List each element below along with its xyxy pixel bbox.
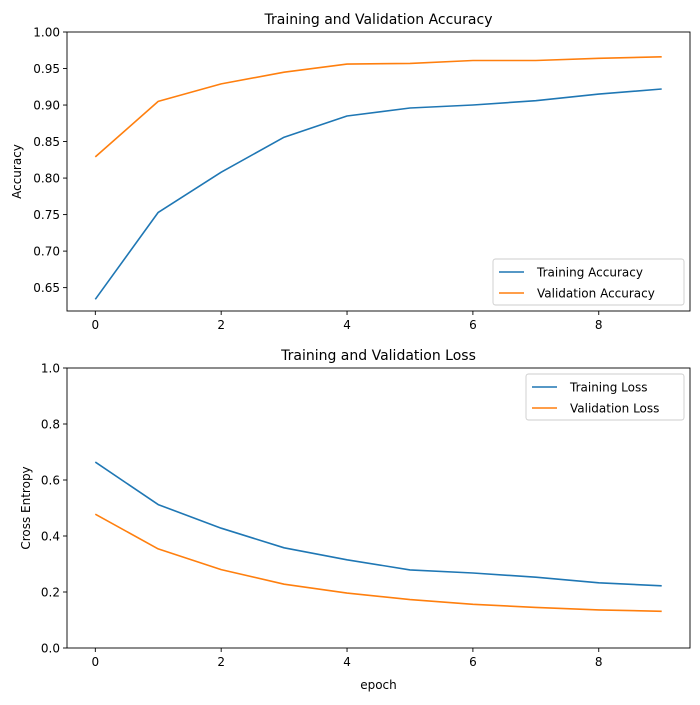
y-axis-label: Accuracy: [10, 144, 24, 199]
x-tick-label: 8: [595, 655, 603, 669]
series-line-2: [94, 56, 662, 158]
subplot-2: 0 2 4 6 8 0.0 0.2 0.4 0.6 0.8 1.0 Training and Vali…: [19, 348, 691, 692]
x-tick-label: 8: [595, 318, 603, 332]
series-line-1: [94, 88, 662, 300]
legend: Training Loss Validation Loss: [525, 373, 685, 421]
y-tick-label: 0.2: [41, 586, 60, 600]
legend-label-1: Training Loss: [569, 381, 647, 395]
axes-frame: [66, 31, 691, 312]
x-tick-label: 6: [469, 318, 477, 332]
series-line-2: [94, 513, 662, 613]
x-tick-label: 4: [343, 318, 351, 332]
x-tick-label: 4: [343, 655, 351, 669]
x-tick-label: 2: [217, 318, 225, 332]
series-line-1: [94, 461, 662, 587]
x-axis-label: epoch: [360, 678, 397, 692]
y-tick-label: 0.85: [33, 135, 60, 149]
x-tick-label: 6: [469, 655, 477, 669]
y-tick-label: 0.65: [33, 281, 60, 295]
legend-box: [525, 373, 685, 421]
x-tick-label: 2: [217, 655, 225, 669]
legend-label-2: Validation Loss: [570, 402, 659, 416]
y-tick-label: 0.6: [41, 474, 60, 488]
y-tick-label: 0.8: [41, 418, 60, 432]
legend: Training Accuracy Validation Accuracy: [492, 258, 685, 306]
y-tick-label: 0.70: [33, 245, 60, 259]
x-tick-label: 0: [91, 318, 99, 332]
y-tick-label: 0.0: [41, 642, 60, 656]
chart-title: Training and Validation Accuracy: [264, 12, 493, 28]
legend-label-1: Training Accuracy: [536, 266, 643, 280]
y-tick-label: 0.95: [33, 62, 60, 76]
x-tick-label: 0: [91, 655, 99, 669]
y-tick-label: 0.90: [33, 99, 60, 113]
y-tick-label: 1.0: [41, 362, 60, 376]
y-tick-label: 0.80: [33, 172, 60, 186]
y-tick-label: 1.00: [33, 26, 60, 40]
subplot-1: 0 2 4 6 8 0.65 0.70 0.75 0.80 0.85 0.90 0.95 1.00 Tra…: [10, 12, 691, 332]
axes-frame: [66, 367, 691, 649]
legend-box: [492, 258, 685, 306]
y-tick-label: 0.75: [33, 208, 60, 222]
chart-title: Training and Validation Loss: [280, 348, 476, 364]
legend-label-2: Validation Accuracy: [537, 287, 655, 301]
y-axis-label: Cross Entropy: [19, 466, 33, 549]
y-tick-label: 0.4: [41, 530, 60, 544]
